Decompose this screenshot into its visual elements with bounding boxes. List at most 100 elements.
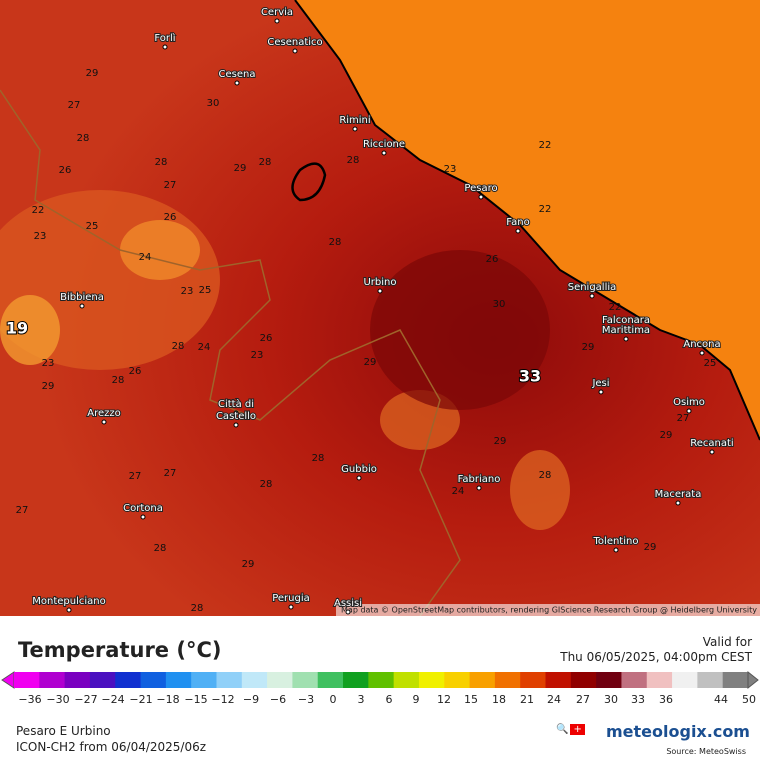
region-border <box>0 89 461 616</box>
city-label: Urbino <box>363 277 396 288</box>
colorbar-swatch <box>317 672 344 688</box>
contour-label: 28 <box>347 155 360 166</box>
city-label: Arezzo <box>87 408 121 419</box>
city-dot <box>79 303 85 309</box>
city-label: Pesaro <box>464 183 497 194</box>
contour-label: 28 <box>112 375 125 386</box>
city-dot <box>233 410 239 416</box>
valid-time: Thu 06/05/2025, 04:00pm CEST <box>560 650 752 664</box>
colorbar-swatch <box>191 672 217 688</box>
contour-label: 22 <box>32 205 45 216</box>
colorbar-tick-label: 0 <box>330 693 337 706</box>
attribution: Map data © OpenStreetMap contributors, r… <box>341 606 757 615</box>
contour-label: 29 <box>364 357 377 368</box>
city-label: Macerata <box>655 489 702 500</box>
city-dot <box>292 48 298 54</box>
city-label: Forlì <box>154 32 175 44</box>
city-dot <box>274 18 280 24</box>
contour-label: 25 <box>704 358 717 369</box>
city-dot <box>288 604 294 610</box>
colorbar-tick-label: −36 <box>18 693 41 706</box>
contour-label: 22 <box>539 140 552 151</box>
city-label: Cervia <box>261 7 293 18</box>
colorbar-swatch <box>570 672 597 688</box>
city-label: Gubbio <box>341 464 377 475</box>
colorbar-swatch <box>14 672 40 688</box>
colorbar-tick-label: 18 <box>492 693 506 706</box>
colorbar-arrow <box>747 670 759 690</box>
city-label: Ancona <box>683 339 720 350</box>
contour-label: 29 <box>86 68 99 79</box>
city-label: Jesi <box>591 378 609 389</box>
city-label: Marittima <box>602 325 650 336</box>
colorbar-swatch <box>672 672 698 688</box>
city-dot <box>356 475 362 481</box>
colorbar-tick-label: 6 <box>386 693 393 706</box>
city-label: Assisi <box>334 598 362 609</box>
title: Temperature (°C) <box>18 638 222 662</box>
colorbar-swatch <box>722 672 749 688</box>
contour-label: 28 <box>172 341 185 352</box>
colorbar-tick-label: 50 <box>742 693 756 706</box>
brand[interactable]: meteologix.com <box>606 722 750 741</box>
contour-label: 28 <box>191 603 204 614</box>
colorbar-tick-label: 24 <box>547 693 561 706</box>
contour-label: 26 <box>59 165 72 176</box>
highlight-label: 19 <box>6 319 28 338</box>
city-dot <box>233 422 239 428</box>
contour-label: 28 <box>154 543 167 554</box>
location: Pesaro E Urbino <box>16 724 111 738</box>
colorbar-tick-label: −27 <box>74 693 97 706</box>
contour-label: 28 <box>329 237 342 248</box>
contour-label: 29 <box>582 342 595 353</box>
contour-label: 29 <box>234 163 247 174</box>
contour-label: 28 <box>312 453 325 464</box>
source: Source: MeteoSwiss <box>666 747 746 756</box>
contour-label: 24 <box>452 486 465 497</box>
cool-area <box>510 450 570 530</box>
colorbar-tick-label: −6 <box>270 693 286 706</box>
contour-label: 26 <box>260 333 273 344</box>
cool-area <box>0 295 60 365</box>
city-dot <box>234 80 240 86</box>
colorbar-swatch <box>292 672 319 688</box>
contour-label: 30 <box>207 98 220 109</box>
contour-label: 23 <box>181 286 194 297</box>
colorbar-swatch <box>520 672 547 688</box>
colorbar-swatch <box>469 672 496 688</box>
city-dot <box>589 293 595 299</box>
contour-label: 29 <box>494 436 507 447</box>
city-dot <box>623 336 629 342</box>
contour-label: 26 <box>129 366 142 377</box>
contour-label: 23 <box>34 231 47 242</box>
colorbar-tick-label: 9 <box>413 693 420 706</box>
city-dot <box>345 609 351 615</box>
city-label: Tolentino <box>593 536 639 547</box>
contour-label: 28 <box>155 157 168 168</box>
contour-label: 27 <box>164 468 177 479</box>
city-dot <box>623 326 629 332</box>
colorbar-swatch <box>267 672 293 688</box>
contour-label: 23 <box>251 350 264 361</box>
colorbar-swatch <box>418 672 445 688</box>
city-dot <box>352 126 358 132</box>
colorbar-swatch <box>140 672 167 688</box>
contour-label: 22 <box>609 302 622 313</box>
hot-area <box>370 250 550 410</box>
city-label: Senigallia <box>568 282 617 293</box>
map: Map data © OpenStreetMap contributors, r… <box>0 0 760 616</box>
hd-switch-icons[interactable]: 🔍 + <box>556 724 594 744</box>
contour-label: 22 <box>539 204 552 215</box>
contour-label: 27 <box>68 100 81 111</box>
colorbar-arrow <box>1 671 15 689</box>
contour-label: 27 <box>129 471 142 482</box>
model-run: ICON-CH2 from 06/04/2025/06z <box>16 740 207 754</box>
contour-label: 26 <box>486 254 499 265</box>
contour-label: 25 <box>86 221 99 232</box>
colorbar-tick-label: 3 <box>358 693 365 706</box>
colorbar-swatch <box>494 672 521 688</box>
colorbar-tick-label: −15 <box>184 693 207 706</box>
san-marino-border <box>291 162 327 202</box>
contour-label: 28 <box>259 157 272 168</box>
